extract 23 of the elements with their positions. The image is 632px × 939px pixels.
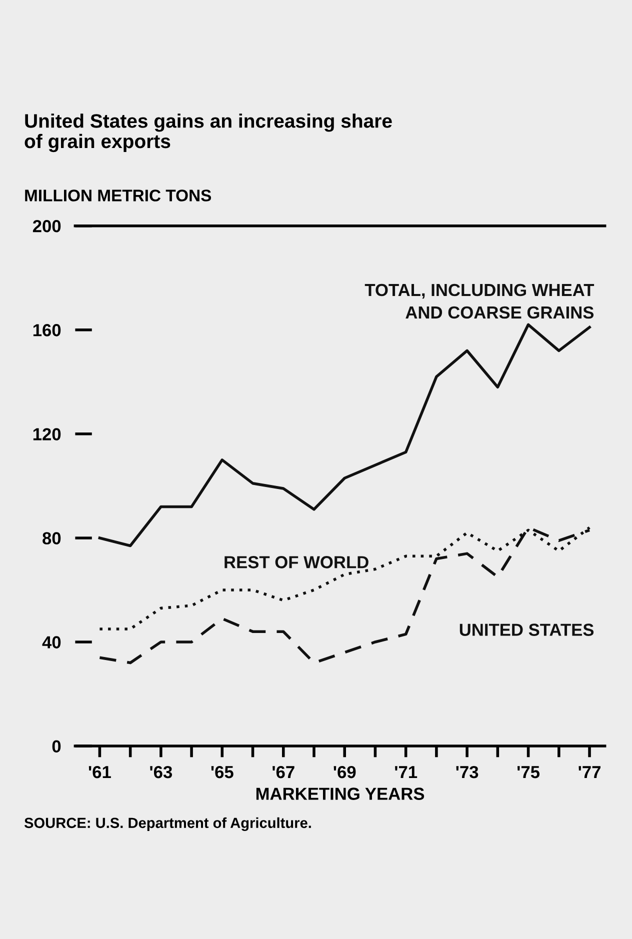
x-tick-label: '65 xyxy=(211,766,234,778)
x-tick-label: '69 xyxy=(334,766,356,778)
x-tick-label: '75 xyxy=(517,766,540,778)
x-tick-label: '77 xyxy=(578,766,600,778)
y-tick-label: 0 xyxy=(52,740,61,752)
y-tick-label: 200 xyxy=(32,220,61,232)
chart-title: United States gains an increasing share of grain exports xyxy=(24,114,392,152)
y-axis-title: MILLION METRIC TONS xyxy=(25,190,212,202)
series-label: REST OF WORLD xyxy=(224,556,368,568)
x-tick-label: '73 xyxy=(456,766,478,778)
x-tick-label: '63 xyxy=(150,766,172,778)
y-tick-label: 80 xyxy=(42,532,61,544)
x-tick-label: '71 xyxy=(395,766,418,778)
y-tick-label: 160 xyxy=(33,324,61,336)
x-axis-title: MARKETING YEARS xyxy=(256,788,424,800)
source-note: SOURCE: U.S. Department of Agriculture. xyxy=(24,817,311,832)
y-tick-label: 120 xyxy=(33,428,61,440)
series-label: TOTAL, INCLUDING WHEAT AND COARSE GRAINS xyxy=(364,284,594,319)
x-tick-label: '67 xyxy=(272,766,294,778)
text: UNITED STATES xyxy=(460,624,594,636)
y-tick-label: 40 xyxy=(42,636,61,648)
x-tick-label: '61 xyxy=(88,766,111,778)
line-series xyxy=(98,323,591,548)
